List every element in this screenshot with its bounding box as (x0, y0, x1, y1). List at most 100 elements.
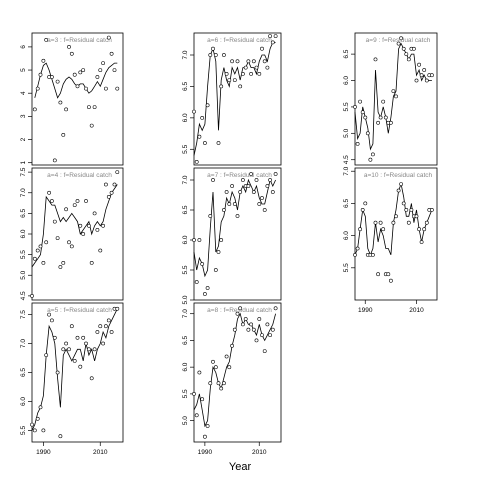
data-point (422, 68, 427, 72)
data-point (429, 73, 434, 78)
data-point (396, 41, 401, 46)
data-point (69, 324, 74, 329)
data-point (64, 207, 69, 212)
data-point (205, 103, 210, 108)
y-tick-label: 4.5 (20, 291, 27, 300)
data-point (78, 364, 83, 369)
data-point (55, 79, 60, 84)
data-point (44, 353, 49, 358)
y-tick-label: 6.0 (343, 76, 350, 85)
data-point (115, 306, 120, 311)
panel-a6: a=6 : f=Residual catch 5.5 6.0 6.5 7.0 (182, 32, 282, 166)
plot-frame (31, 167, 124, 301)
data-point (112, 68, 117, 73)
data-point (192, 238, 196, 242)
data-point (115, 86, 120, 91)
y-tick-label: 7.5 (20, 310, 27, 319)
data-point (89, 260, 94, 265)
data-point (268, 34, 273, 39)
plot-frame (31, 32, 124, 166)
data-point (404, 207, 409, 212)
data-point (422, 227, 427, 232)
data-point (92, 347, 97, 352)
y-tick-label: 3 (20, 114, 27, 118)
y-tick-label: 5.5 (20, 250, 27, 259)
data-point (61, 260, 66, 265)
y-tick-label: 5.5 (20, 426, 27, 435)
data-point (200, 397, 205, 402)
data-point (202, 292, 207, 296)
data-point (224, 72, 229, 76)
y-tick-label: 2 (20, 137, 27, 141)
x-tick-label: 1990 (36, 449, 51, 456)
data-point (219, 386, 224, 391)
data-point (112, 182, 117, 187)
data-point (221, 381, 226, 386)
data-point (69, 244, 74, 249)
x-tick-label: 2010 (252, 449, 267, 456)
data-point (52, 158, 57, 163)
data-point (211, 46, 215, 51)
data-point (197, 370, 202, 375)
data-point (240, 322, 245, 327)
data-point (78, 223, 83, 228)
data-point (109, 190, 114, 195)
data-point (273, 172, 278, 176)
panel-title: a=10 : f=Residual catch (364, 172, 433, 179)
data-point (197, 238, 202, 242)
x-tick-label: 1990 (358, 307, 373, 314)
y-tick-label: 6.0 (20, 229, 27, 238)
data-point (251, 59, 256, 64)
data-point (115, 170, 120, 175)
data-point (50, 75, 54, 79)
data-point (270, 327, 275, 332)
data-point (401, 46, 406, 51)
data-point (55, 370, 60, 375)
y-tick-label: 7.0 (182, 50, 189, 59)
y-tick-label: 6 (20, 45, 27, 49)
data-point (32, 428, 37, 433)
data-point (265, 184, 270, 188)
y-tick-label: 5.0 (182, 416, 189, 425)
data-point (81, 232, 86, 236)
data-point (227, 78, 232, 83)
data-point (268, 178, 273, 182)
data-point (238, 190, 243, 194)
panel-a7: a=7 : f=Residual catch 5.0 5.5 6.0 6.5 7.0 (182, 167, 282, 305)
data-point (419, 73, 424, 78)
data-point (396, 188, 401, 193)
data-point (224, 190, 229, 194)
data-point (95, 75, 100, 79)
data-point (101, 61, 106, 66)
data-point (216, 381, 221, 386)
data-point (87, 105, 91, 110)
data-point (101, 223, 106, 228)
y-tick-label: 6.5 (182, 336, 189, 345)
y-tick-label: 4.5 (343, 155, 350, 164)
data-point (409, 207, 414, 212)
data-point (101, 341, 106, 346)
data-point (370, 152, 375, 157)
data-point (368, 157, 373, 162)
panel-a9: a=9 : f=Residual catch 4.5 5.0 5.5 6.0 6.5 (343, 32, 438, 166)
plot-frame (31, 302, 124, 443)
data-point (50, 318, 54, 323)
data-point (240, 178, 245, 182)
panel-title: a=8 : f=Residual catch (207, 307, 272, 314)
data-point (365, 131, 370, 136)
data-point (257, 202, 262, 206)
data-point (230, 184, 235, 188)
plot-frame (354, 32, 438, 166)
data-point (358, 227, 363, 232)
data-point (32, 256, 37, 261)
data-point (254, 65, 259, 70)
data-point (47, 190, 52, 195)
data-point (35, 248, 40, 253)
data-point (52, 219, 57, 224)
data-point (235, 59, 240, 64)
data-point (373, 57, 378, 62)
data-point (246, 327, 251, 332)
data-point (406, 220, 411, 225)
data-point (414, 78, 419, 83)
